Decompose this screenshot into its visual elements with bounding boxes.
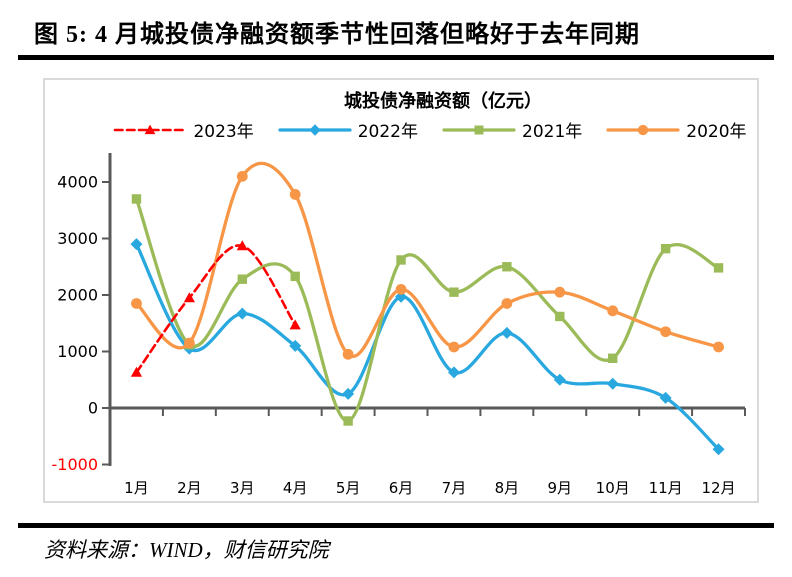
legend-label-2021: 2021年 bbox=[522, 122, 583, 142]
series-marker-diamond bbox=[289, 339, 302, 352]
series-marker-square bbox=[343, 416, 353, 426]
series-line-2022年 bbox=[134, 242, 721, 451]
series-line-2023年 bbox=[135, 244, 297, 374]
x-axis-label: 10月 bbox=[596, 479, 630, 497]
y-axis-tick-label: 4000 bbox=[57, 173, 98, 192]
legend-item-2020: 2020年 bbox=[606, 117, 747, 142]
series-marker-circle bbox=[395, 283, 407, 295]
series-marker-square bbox=[396, 255, 406, 265]
header-rule bbox=[18, 55, 774, 60]
x-axis-label: 3月 bbox=[230, 479, 255, 497]
y-axis-tick-label: 3000 bbox=[57, 229, 98, 248]
y-axis-tick-label: 1000 bbox=[57, 342, 98, 361]
series-marker-diamond bbox=[712, 443, 725, 456]
x-axis-label: 8月 bbox=[495, 479, 520, 497]
source-note: 资料来源：WIND，财信研究院 bbox=[44, 538, 329, 562]
series-marker-square bbox=[502, 262, 512, 272]
y-axis-tick-label: 0 bbox=[88, 399, 98, 418]
series-marker-triangle bbox=[183, 292, 195, 303]
series-marker-square bbox=[474, 125, 484, 134]
series-marker-diamond bbox=[500, 326, 513, 339]
chart-card: 4000 3000 2000 1000 0 -1000 1月 2月 3月 4月 5月 6月 7月 8月 9月… bbox=[43, 78, 759, 503]
series-marker-triangle bbox=[289, 319, 301, 330]
legend-sample-2022-icon bbox=[278, 123, 352, 136]
x-axis-label: 9月 bbox=[548, 479, 573, 497]
y-axis-tick-label: 2000 bbox=[57, 286, 98, 305]
series-marker-diamond bbox=[659, 391, 672, 404]
legend-sample-2021-icon bbox=[442, 125, 516, 134]
series-line-2020年 bbox=[134, 161, 721, 359]
series-marker-square bbox=[608, 353, 618, 363]
footer-rule bbox=[18, 523, 774, 528]
chart-title: 城投债净融资额（亿元） bbox=[344, 91, 542, 112]
x-axis-label: 1月 bbox=[124, 479, 149, 497]
series-marker-triangle bbox=[236, 240, 248, 251]
series-marker-circle bbox=[501, 298, 513, 309]
series-marker-diamond bbox=[606, 377, 619, 390]
series-marker-circle bbox=[342, 348, 354, 360]
legend-item-2022: 2022年 bbox=[278, 117, 418, 142]
series-marker-square bbox=[555, 311, 565, 322]
series-marker-diamond bbox=[130, 238, 143, 251]
series-marker-circle bbox=[660, 326, 672, 338]
series-marker-circle bbox=[183, 337, 195, 349]
legend-sample-2020-icon bbox=[606, 124, 680, 135]
y-axis-tick-label: -1000 bbox=[52, 455, 99, 474]
legend-item-2023: 2023年 bbox=[113, 117, 254, 142]
series-marker-square bbox=[131, 194, 142, 204]
legend-item-2021: 2021年 bbox=[442, 117, 582, 142]
x-axis-label: 4月 bbox=[283, 479, 308, 497]
series-marker-diamond bbox=[447, 366, 460, 379]
legend-label-2023: 2023年 bbox=[193, 122, 254, 142]
series-marker-circle bbox=[638, 124, 649, 135]
x-axis-label: 11月 bbox=[649, 479, 683, 497]
legend-label-2020: 2020年 bbox=[686, 122, 747, 142]
chart-legend: 2023年 2022年 2021年 2020年 bbox=[45, 117, 757, 142]
series-marker-circle bbox=[289, 189, 301, 200]
series-marker-square bbox=[449, 287, 459, 297]
legend-sample-2023-icon bbox=[114, 124, 187, 134]
series-marker-square bbox=[660, 243, 671, 254]
series-marker-circle bbox=[448, 341, 460, 353]
series-marker-diamond bbox=[342, 387, 355, 400]
series-marker-circle bbox=[131, 298, 142, 309]
x-axis-label: 7月 bbox=[442, 479, 467, 497]
series-marker-square bbox=[237, 274, 247, 284]
series-marker-square bbox=[290, 271, 300, 282]
series-marker-triangle bbox=[145, 124, 156, 134]
series-marker-circle bbox=[607, 305, 619, 317]
x-axis-label: 5月 bbox=[336, 479, 361, 497]
x-axis-label: 6月 bbox=[389, 479, 414, 497]
series-marker-square bbox=[713, 263, 724, 273]
series-marker-circle bbox=[554, 286, 566, 298]
series-marker-diamond bbox=[309, 123, 321, 136]
legend-label-2022: 2022年 bbox=[357, 122, 418, 142]
series-marker-circle bbox=[713, 341, 724, 353]
series-marker-diamond bbox=[236, 307, 249, 320]
x-axis-label: 2月 bbox=[177, 479, 202, 497]
line-chart-canvas: 4000 3000 2000 1000 0 -1000 1月 2月 3月 4月 5月 6月 7月 8月 9月… bbox=[52, 153, 746, 497]
figure-title: 图 5: 4 月城投债净融资额季节性回落但略好于去年同期 bbox=[34, 22, 640, 48]
x-axis-label: 12月 bbox=[701, 479, 735, 497]
series-marker-diamond bbox=[553, 373, 566, 386]
series-marker-circle bbox=[236, 170, 248, 182]
series-marker-triangle bbox=[130, 366, 143, 377]
